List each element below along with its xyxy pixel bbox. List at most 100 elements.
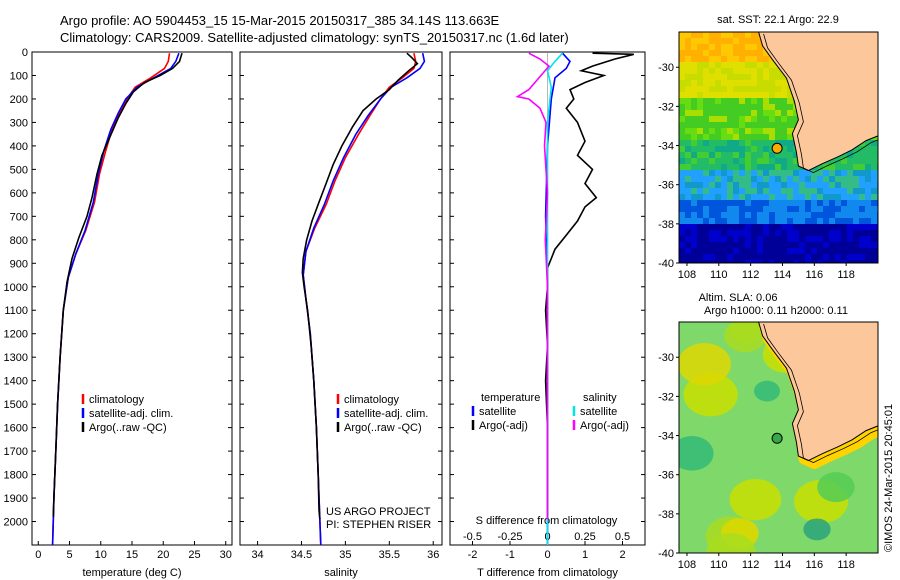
sst-cell (721, 98, 727, 104)
sst-cell (727, 146, 733, 152)
sst-cell (703, 164, 709, 170)
sst-cell (727, 200, 733, 206)
sst-cell (823, 236, 829, 242)
sst-cell (715, 182, 721, 188)
sst-cell (751, 212, 757, 218)
sst-cell (769, 140, 775, 146)
sst-cell (685, 158, 691, 164)
diff-sal-argo-line (515, 52, 551, 520)
sst-cell (757, 140, 763, 146)
sst-cell (733, 206, 739, 212)
sst-cell (721, 86, 727, 92)
sst-cell (679, 134, 685, 140)
sst-cell (799, 230, 805, 236)
sst-cell (781, 206, 787, 212)
sst-cell (841, 236, 847, 242)
sst-cell (679, 38, 685, 44)
sst-cell (775, 242, 781, 248)
sst-cell (733, 164, 739, 170)
sst-cell (685, 50, 691, 56)
sst-cell (763, 140, 769, 146)
sst-cell (733, 242, 739, 248)
temperature-ytick-label: 2000 (4, 517, 28, 529)
sst-cell (745, 188, 751, 194)
sst-cell (769, 128, 775, 134)
sst-cell (769, 182, 775, 188)
sst-cell (769, 74, 775, 80)
sst-cell (769, 260, 775, 263)
sal-legend-label: satellite-adj. clim. (344, 408, 428, 420)
sst-cell (805, 176, 811, 182)
sst-cell (697, 56, 703, 62)
sst-cell (709, 230, 715, 236)
sst-cell (769, 134, 775, 140)
sst-cell (865, 224, 871, 230)
sst-cell (763, 128, 769, 134)
sst-cell (757, 176, 763, 182)
sst-cell (853, 170, 859, 176)
sst-cell (733, 98, 739, 104)
sst-cell (763, 98, 769, 104)
sst-cell (841, 242, 847, 248)
sst-cell (847, 182, 853, 188)
sst-cell (721, 206, 727, 212)
sst-cell (757, 146, 763, 152)
temperature-xtick-label: 10 (95, 549, 107, 561)
sst-cell (817, 212, 823, 218)
sst-cell (757, 92, 763, 98)
sst-cell (679, 200, 685, 206)
sst-cell (787, 260, 793, 263)
sst-cell (697, 32, 703, 38)
sst-cell (685, 260, 691, 263)
sst-cell (769, 86, 775, 92)
sst-cell (709, 176, 715, 182)
sst-cell (697, 140, 703, 146)
salinity-xtick-label: 35 (339, 549, 351, 561)
sst-map-ytick-label: -36 (658, 180, 674, 192)
sst-cell (775, 206, 781, 212)
sst-cell (709, 170, 715, 176)
sst-cell (733, 230, 739, 236)
sst-cell (823, 260, 829, 263)
difference-xtick-label: -1 (505, 549, 515, 561)
sst-cell (685, 236, 691, 242)
sst-cell (781, 74, 787, 80)
sst-cell (871, 206, 877, 212)
sla-map-land (758, 322, 878, 462)
sst-cell (781, 260, 787, 263)
sst-cell (703, 50, 709, 56)
sst-cell (847, 212, 853, 218)
sst-cell (829, 164, 835, 170)
sst-cell (685, 182, 691, 188)
sst-cell (697, 236, 703, 242)
sst-cell (823, 242, 829, 248)
sst-cell (793, 110, 799, 116)
sst-cell (685, 80, 691, 86)
sst-cell (865, 242, 871, 248)
sst-cell (745, 248, 751, 254)
sla-blob (803, 518, 831, 541)
sla-blob (706, 533, 756, 553)
sst-cell (805, 170, 811, 176)
sst-cell (829, 182, 835, 188)
sst-cell (805, 182, 811, 188)
sst-cell (763, 248, 769, 254)
sst-cell (841, 182, 847, 188)
sst-cell (847, 206, 853, 212)
sst-cell (697, 128, 703, 134)
sst-cell (739, 260, 745, 263)
temperature-ytick-label: 300 (10, 117, 28, 129)
sst-cell (727, 152, 733, 158)
sst-cell (841, 188, 847, 194)
sst-cell (793, 254, 799, 260)
sst-cell (679, 62, 685, 68)
sst-cell (859, 206, 865, 212)
sst-cell (691, 110, 697, 116)
sst-cell (757, 116, 763, 122)
sst-cell (715, 194, 721, 200)
sst-cell (763, 230, 769, 236)
sst-cell (763, 164, 769, 170)
sla-map-subtitle: Argo h1000: 0.11 h2000: 0.11 (704, 305, 848, 317)
sst-cell (733, 68, 739, 74)
sst-cell (745, 116, 751, 122)
